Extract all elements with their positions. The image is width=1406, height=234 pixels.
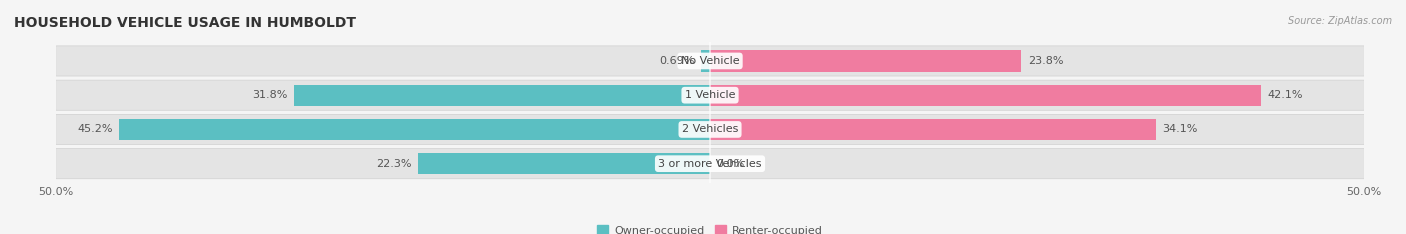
Text: 2 Vehicles: 2 Vehicles [682,124,738,135]
FancyBboxPatch shape [56,80,1364,110]
Legend: Owner-occupied, Renter-occupied: Owner-occupied, Renter-occupied [593,221,827,234]
FancyBboxPatch shape [56,114,1364,145]
FancyBboxPatch shape [56,46,1364,76]
Text: 45.2%: 45.2% [77,124,112,135]
Text: 31.8%: 31.8% [252,90,288,100]
Text: 34.1%: 34.1% [1163,124,1198,135]
Text: 1 Vehicle: 1 Vehicle [685,90,735,100]
Bar [419,153,710,174]
Text: 23.8%: 23.8% [1028,56,1063,66]
FancyBboxPatch shape [56,149,1364,179]
Text: 0.0%: 0.0% [717,159,745,169]
Bar [710,84,1261,106]
Bar [120,119,710,140]
Text: Source: ZipAtlas.com: Source: ZipAtlas.com [1288,16,1392,26]
Text: HOUSEHOLD VEHICLE USAGE IN HUMBOLDT: HOUSEHOLD VEHICLE USAGE IN HUMBOLDT [14,16,356,30]
Bar [710,50,1021,72]
Bar [702,50,710,72]
Text: 22.3%: 22.3% [377,159,412,169]
Bar [294,84,710,106]
Text: 0.69%: 0.69% [659,56,695,66]
Text: 42.1%: 42.1% [1267,90,1302,100]
Text: 3 or more Vehicles: 3 or more Vehicles [658,159,762,169]
Text: No Vehicle: No Vehicle [681,56,740,66]
Bar [710,119,1156,140]
